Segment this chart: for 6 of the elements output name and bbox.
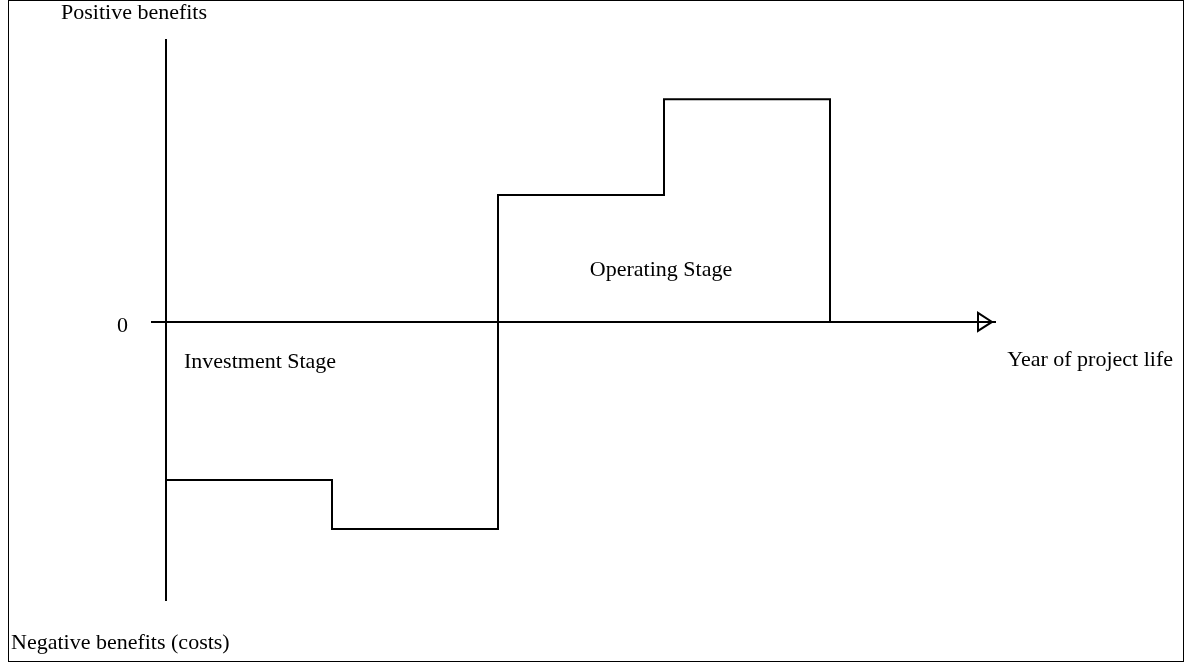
text: Year of project life bbox=[1007, 345, 1173, 371]
annotation: Operating Stage bbox=[589, 255, 733, 281]
y-axis-title: Positive benefits bbox=[61, 0, 208, 24]
text: 0 bbox=[117, 311, 128, 337]
annotation: Investment Stage bbox=[184, 347, 337, 373]
text: Negative benefits (costs) bbox=[11, 628, 230, 654]
